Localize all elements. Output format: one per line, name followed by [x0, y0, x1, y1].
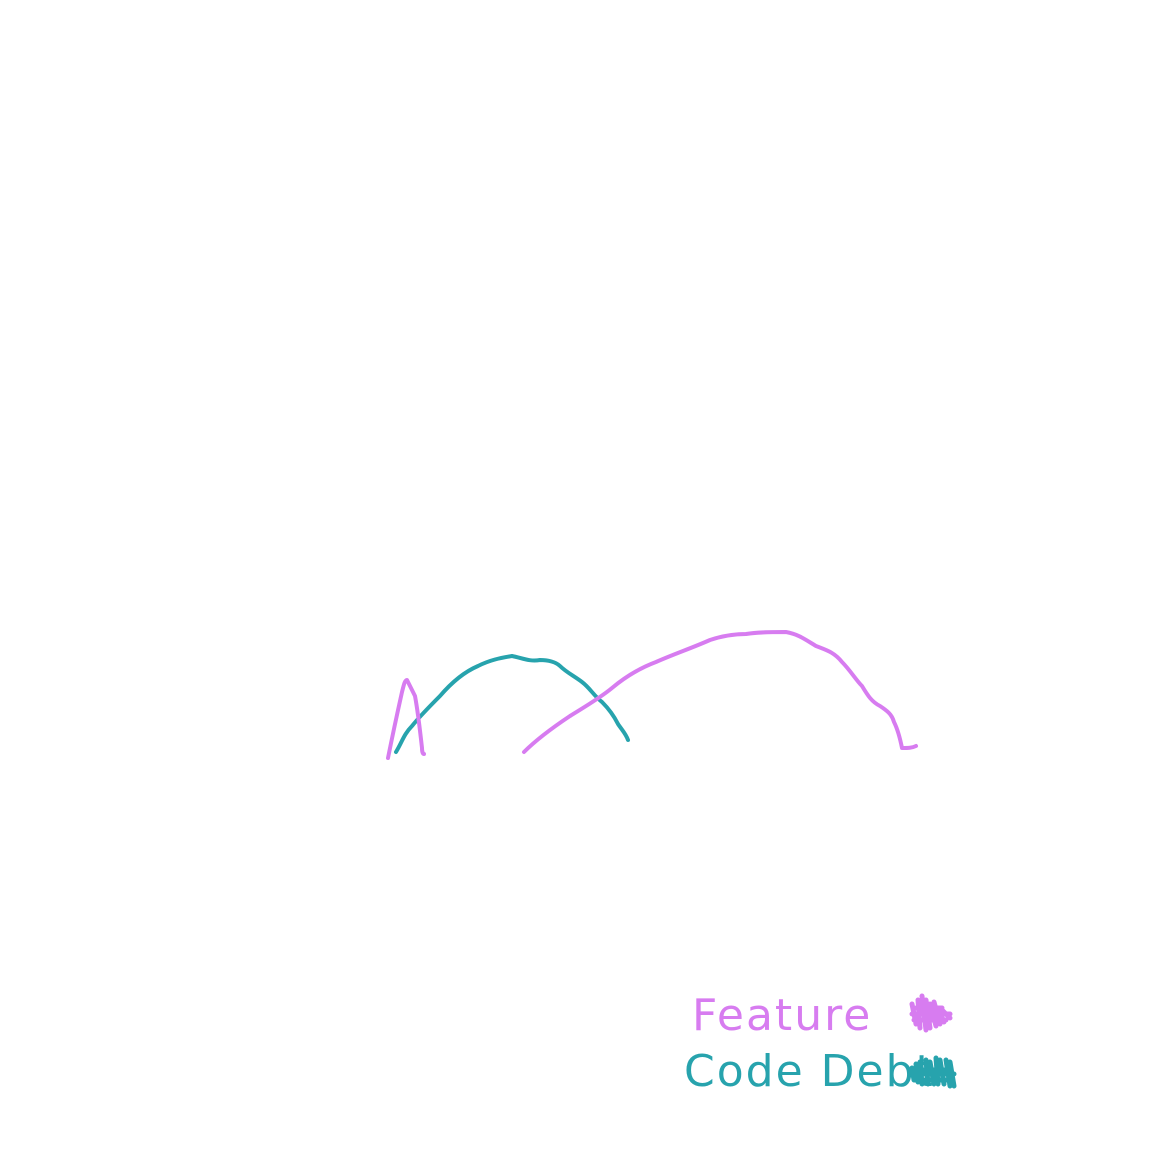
legend-item-feature: Feature	[692, 990, 953, 1041]
feature-arc	[522, 630, 918, 754]
feature-spike	[386, 678, 426, 760]
code-debt-curve	[394, 654, 630, 754]
legend-label-feature: Feature	[692, 990, 872, 1041]
feature-swatch-icon	[909, 993, 953, 1033]
legend-item-code-debt: Code Debt	[684, 1046, 957, 1097]
legend: Feature Code Debt	[684, 990, 957, 1097]
legend-label-code-debt: Code Debt	[684, 1046, 935, 1097]
code-debt-swatch-icon	[909, 1055, 957, 1089]
